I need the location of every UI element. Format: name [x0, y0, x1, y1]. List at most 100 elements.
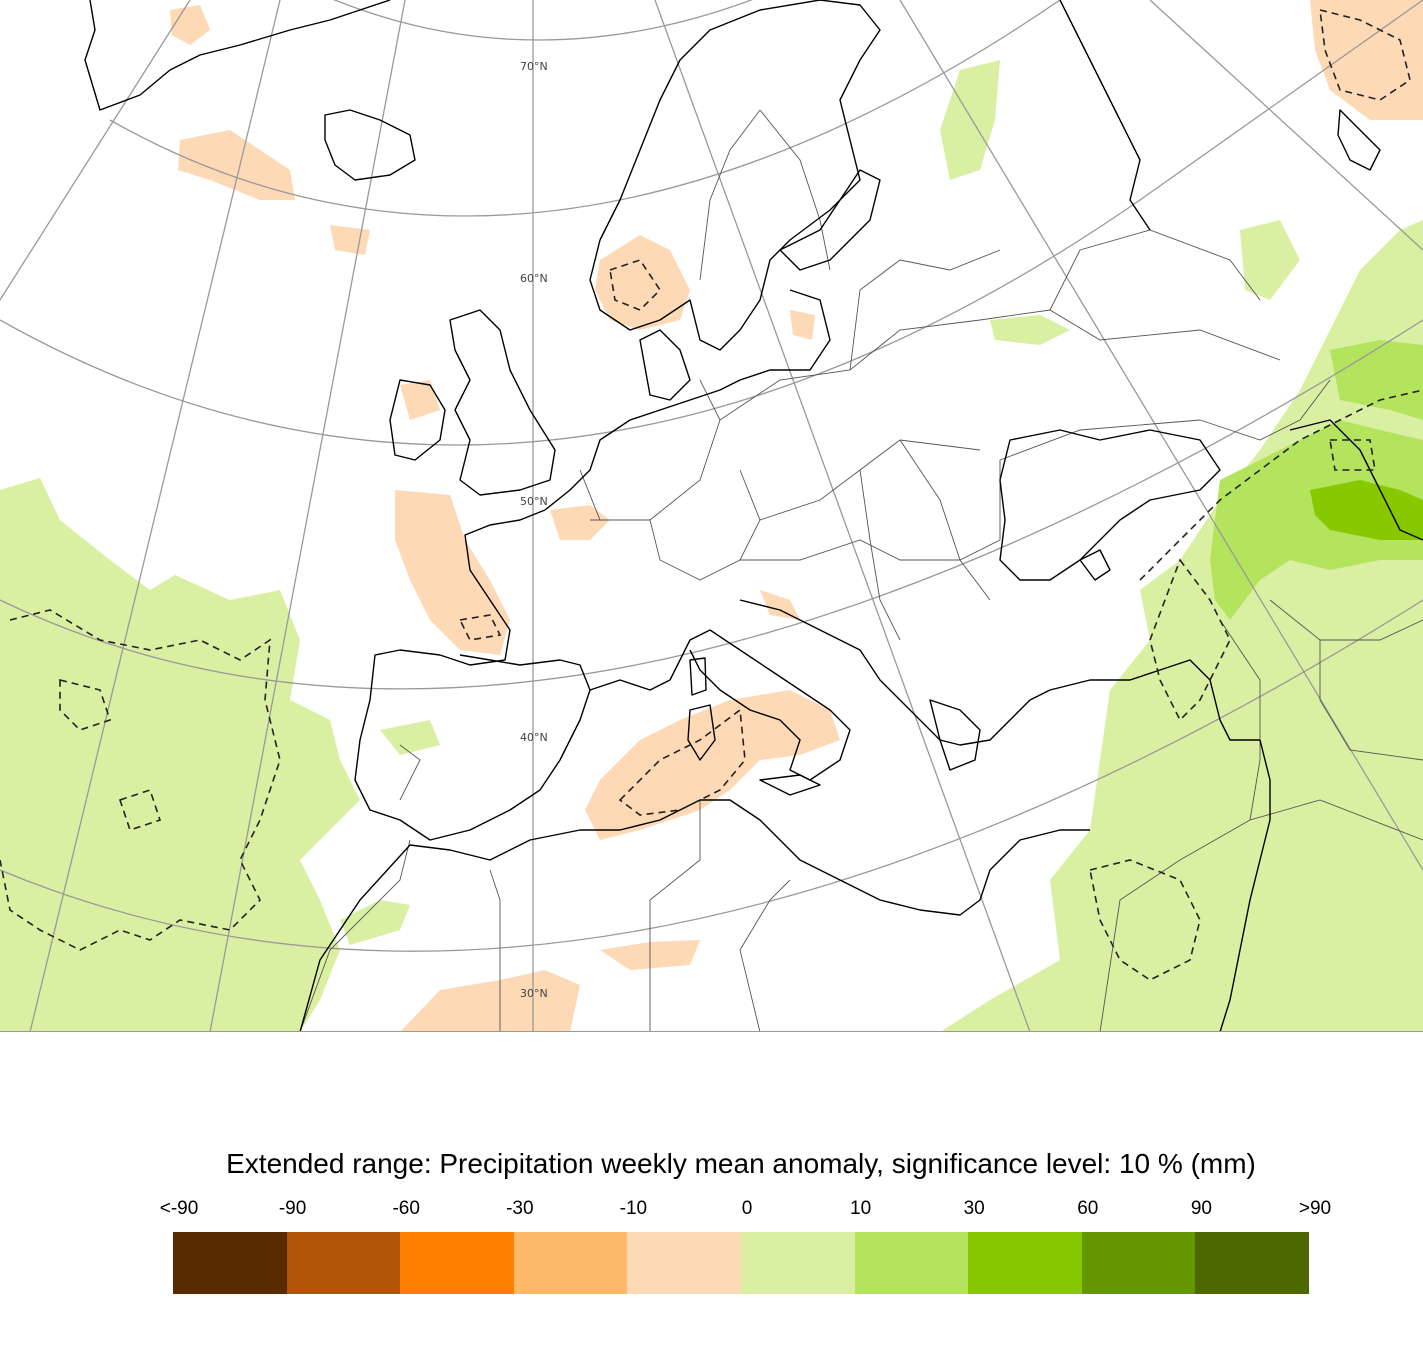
eastern-wet-area	[940, 220, 1423, 1032]
coast-corsica	[689, 657, 707, 696]
north-russia-wet-area	[940, 60, 1000, 180]
sig-contour-caucasus	[1149, 558, 1231, 722]
parallel-70n	[333, 0, 753, 41]
legend-tick-label: <-90	[159, 1198, 199, 1219]
sahara-wet-area	[340, 900, 410, 945]
coast-great-britain	[449, 309, 556, 496]
biscay-dry-area	[395, 490, 510, 655]
coast-italy	[669, 629, 851, 781]
coast-greenland	[84, 0, 391, 111]
legend-tick-label: 90	[1190, 1198, 1212, 1219]
coast-iberia	[354, 649, 591, 841]
legend-title: Extended range: Precipitation weekly mea…	[226, 1148, 1256, 1179]
legend-tick-label: -10	[619, 1198, 648, 1219]
coast-denmark	[639, 329, 691, 401]
legend-tick-label: >90	[1298, 1198, 1332, 1219]
meridian-w20	[29, 0, 281, 1032]
lat-label-70n: 70°N	[520, 60, 548, 73]
coast-white-sea	[1059, 0, 1151, 231]
legend-tick-label: 0	[741, 1198, 753, 1219]
meridian-e30	[1149, 0, 1423, 251]
north-atlantic-dry-area	[178, 130, 295, 200]
coast-levant	[1219, 739, 1271, 1032]
iberia-wet-area	[380, 720, 440, 755]
legend-swatch	[1081, 1232, 1196, 1294]
lat-label-30n: 30°N	[520, 987, 548, 1000]
coast-greece	[929, 699, 981, 771]
legend-swatch	[513, 1232, 628, 1294]
coast-novaya-zemlya	[1337, 109, 1381, 171]
legend-tick-label: 30	[963, 1198, 985, 1219]
coast-adriatic-balkans	[739, 599, 1051, 746]
coast-norway-sweden	[589, 0, 881, 351]
very-strong-positive-anomaly-areas	[1310, 480, 1423, 540]
legend-tick-labels: <-90 -90 -60 -30 -10 0 10 30 60 90 >90	[0, 1198, 1423, 1224]
legend-tick-label: 10	[850, 1198, 872, 1219]
latitude-labels: 70°N 60°N 50°N 40°N 30°N	[520, 60, 548, 1000]
legend-swatch	[286, 1232, 401, 1294]
parallel-30n	[0, 599, 1423, 952]
caspian-max-core	[1310, 480, 1423, 540]
coast-ireland	[389, 379, 446, 461]
legend-tick-label: -60	[392, 1198, 420, 1219]
lat-label-40n: 40°N	[520, 731, 548, 744]
lat-label-60n: 60°N	[520, 272, 548, 285]
central-med-dry-area	[585, 690, 840, 840]
sig-contour-atlantic-inner	[59, 678, 112, 731]
parallel-50n	[0, 0, 1423, 446]
greenland-dry-area	[170, 5, 210, 45]
coast-iceland	[324, 109, 416, 181]
meridian-e10	[654, 0, 1031, 1032]
sig-contour-med	[618, 708, 746, 816]
coast-med-france	[589, 679, 671, 691]
legend-tick-label: -90	[278, 1198, 307, 1219]
parallel-40n	[0, 319, 1423, 690]
legend-swatch	[968, 1232, 1082, 1294]
atlantic-small-dry-area	[330, 225, 370, 255]
sig-contour-east-small	[1329, 439, 1376, 471]
adriatic-dry-area	[760, 590, 800, 620]
coast-finland	[779, 169, 881, 271]
baltic-wet-area	[1240, 220, 1300, 300]
positive-anomaly-areas	[0, 60, 1423, 1032]
atlantic-wet-area	[0, 478, 360, 1032]
coast-crimea	[1079, 549, 1111, 581]
coast-sardinia	[687, 704, 716, 761]
meridian-w10	[209, 0, 406, 1032]
sig-contour-svalbard	[1319, 8, 1411, 101]
legend-swatch	[1195, 1232, 1309, 1294]
ireland-dry-area	[400, 380, 440, 420]
coast-black-sea	[999, 429, 1221, 581]
meridian-e20	[899, 0, 1423, 871]
coast-continent-north	[544, 389, 721, 511]
coast-turkey	[1049, 659, 1260, 741]
france-dry-area	[550, 505, 610, 540]
sig-contour-norway	[609, 259, 662, 311]
legend-tick-label: 60	[1077, 1198, 1099, 1219]
legend-swatch	[627, 1232, 741, 1294]
coast-sicily	[759, 774, 821, 796]
parallel-60n	[109, 0, 1061, 217]
graticule	[0, 0, 1423, 1032]
legend-swatch	[740, 1232, 855, 1294]
legend-color-bar	[173, 1232, 1309, 1294]
significance-contours	[0, 8, 1423, 981]
coast-north-africa	[299, 799, 1090, 1032]
baltic-dry-area	[790, 310, 815, 340]
norway-dry-area	[595, 235, 690, 330]
coast-france-west	[439, 509, 546, 666]
sig-contour-middle-east	[1089, 859, 1201, 981]
legend-swatch	[173, 1232, 287, 1294]
coast-baltic-east	[719, 289, 831, 391]
sig-contour-east	[1139, 389, 1423, 581]
lat-label-50n: 50°N	[520, 495, 548, 508]
precipitation-anomaly-map: 70°N 60°N 50°N 40°N 30°N	[0, 0, 1423, 1032]
coastlines	[84, 0, 1423, 1032]
legend-swatch	[400, 1232, 514, 1294]
mid-russia-wet-area	[990, 315, 1070, 345]
sig-contour-biscay	[458, 614, 502, 641]
sig-contour-atlantic	[0, 609, 281, 951]
caspian-wet-core	[1330, 340, 1423, 420]
legend-tick-label: -30	[506, 1198, 534, 1219]
country-borders	[299, 109, 1423, 1032]
